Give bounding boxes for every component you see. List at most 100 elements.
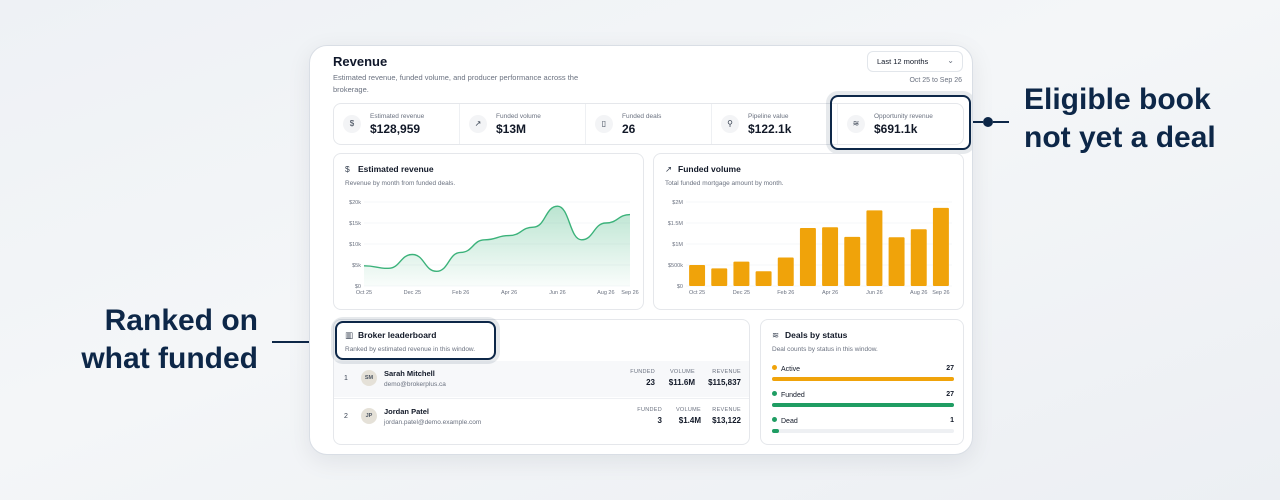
kpi-label: Estimated revenue bbox=[370, 113, 425, 120]
card-subtitle: Ranked by estimated revenue in this wind… bbox=[345, 346, 476, 353]
column-header: REVENUE bbox=[712, 369, 741, 375]
status-label: Dead bbox=[772, 417, 798, 425]
estimated-revenue-card: $ Estimated revenue Revenue by month from… bbox=[333, 153, 644, 310]
status-bar-fill bbox=[772, 429, 779, 433]
callout-line: what funded bbox=[81, 342, 258, 375]
status-count: 1 bbox=[950, 417, 954, 424]
kpi-label: Funded deals bbox=[622, 113, 662, 120]
x-tick-label: Sep 26 bbox=[932, 290, 949, 296]
card-subtitle: Total funded mortgage amount by month. bbox=[665, 180, 784, 187]
status-bar-fill bbox=[772, 377, 954, 381]
status-bar-track bbox=[772, 377, 954, 381]
revenue-area bbox=[364, 206, 630, 286]
volume-bar bbox=[822, 227, 839, 286]
x-tick-label: Aug 26 bbox=[910, 290, 927, 296]
x-tick-label: Jun 26 bbox=[866, 290, 883, 296]
status-bar-fill bbox=[772, 403, 954, 407]
dollar-icon: $ bbox=[343, 115, 361, 133]
x-tick-label: Jun 26 bbox=[549, 290, 566, 296]
callout-connector bbox=[973, 121, 983, 123]
status-bar-track bbox=[772, 429, 954, 433]
broker-leaderboard-card: ▥ Broker leaderboard Ranked by estimated … bbox=[333, 319, 750, 445]
kpi-value: 26 bbox=[622, 122, 636, 136]
status-dot bbox=[772, 365, 777, 370]
volume-value: $1.4M bbox=[678, 416, 701, 425]
volume-bar bbox=[888, 237, 905, 286]
volume-bar bbox=[799, 228, 816, 286]
y-tick-label: $0 bbox=[355, 284, 361, 290]
callout-opportunity: Eligible book not yet a deal bbox=[1024, 81, 1216, 157]
volume-bar bbox=[689, 265, 706, 286]
card-subtitle: Revenue by month from funded deals. bbox=[345, 180, 456, 187]
status-count: 27 bbox=[946, 365, 954, 372]
x-tick-label: Oct 25 bbox=[689, 290, 705, 296]
revenue-value: $115,837 bbox=[708, 378, 741, 387]
status-label: Active bbox=[772, 365, 800, 373]
column-header: FUNDED bbox=[630, 369, 655, 375]
x-tick-label: Apr 26 bbox=[501, 290, 517, 296]
rank: 2 bbox=[344, 413, 348, 420]
kpi-pipeline-value: ⚲ Pipeline value $122.1k bbox=[712, 104, 838, 144]
broker-email: jordan.patel@demo.example.com bbox=[384, 419, 482, 426]
funded-stat: FUNDED 23 bbox=[619, 369, 655, 387]
y-tick-label: $20k bbox=[349, 200, 361, 206]
chevron-down-icon: ⌄ bbox=[947, 56, 954, 65]
y-tick-label: $1.5M bbox=[668, 221, 684, 227]
card-title-text: Deals by status bbox=[785, 330, 848, 340]
card-title-text: Estimated revenue bbox=[358, 164, 434, 174]
broker-email: demo@brokerplus.ca bbox=[384, 381, 446, 388]
card-title-text: Broker leaderboard bbox=[358, 330, 437, 340]
kpi-row: $ Estimated revenue $128,959 ↗ Funded vo… bbox=[333, 103, 964, 145]
volume-bar bbox=[777, 257, 794, 286]
date-range-select[interactable]: Last 12 months ⌄ bbox=[867, 51, 963, 72]
x-tick-label: Aug 26 bbox=[597, 290, 614, 296]
date-range-value: Last 12 months bbox=[877, 57, 929, 66]
status-label-text: Dead bbox=[781, 418, 798, 425]
status-label: Funded bbox=[772, 391, 805, 399]
kpi-label: Funded volume bbox=[496, 113, 541, 120]
kpi-value: $122.1k bbox=[748, 122, 792, 136]
broker-name: Sarah Mitchell bbox=[384, 369, 435, 378]
callout-leaderboard: Ranked on what funded bbox=[60, 302, 258, 378]
volume-stat: VOLUME $1.4M bbox=[667, 407, 701, 425]
trend-up-icon: ↗ bbox=[665, 164, 673, 174]
revenue-value: $13,122 bbox=[712, 416, 741, 425]
table-row[interactable]: 1 SM Sarah Mitchell demo@brokerplus.ca F… bbox=[334, 361, 749, 397]
volume-bar bbox=[711, 268, 728, 286]
volume-bar bbox=[910, 229, 927, 286]
layers-icon: ≋ bbox=[847, 115, 865, 133]
y-tick-label: $1M bbox=[672, 242, 683, 248]
kpi-value: $128,959 bbox=[370, 122, 421, 136]
highlight-opportunity-revenue bbox=[830, 95, 971, 150]
estimated-revenue-chart: $0 $5k $10k $15k $20k Oct 25 Dec 25 Feb 26 Apr 2… bbox=[349, 200, 639, 296]
x-tick-label: Dec 25 bbox=[404, 290, 421, 296]
funded-volume-chart: $0 $500k $1M $1.5M $2M Oct 25 Dec 25 Feb 26 Apr … bbox=[668, 200, 952, 296]
x-tick-label: Dec 25 bbox=[733, 290, 750, 296]
x-tick-label: Oct 25 bbox=[356, 290, 372, 296]
callout-line: Ranked on bbox=[104, 304, 258, 337]
x-tick-label: Feb 26 bbox=[452, 290, 469, 296]
callout-connector bbox=[272, 341, 314, 343]
table-row[interactable]: 2 JP Jordan Patel jordan.patel@demo.exam… bbox=[334, 398, 749, 434]
funded-volume-card: ↗ Funded volume Total funded mortgage amo… bbox=[653, 153, 964, 310]
deals-by-status-card: ≋ Deals by status Deal counts by status i… bbox=[760, 319, 964, 445]
callout-line: Eligible book bbox=[1024, 83, 1211, 116]
status-label-text: Active bbox=[781, 366, 801, 373]
trend-up-icon: ↗ bbox=[469, 115, 487, 133]
y-tick-label: $500k bbox=[668, 263, 683, 269]
card-title: ▥ Broker leaderboard bbox=[345, 330, 436, 341]
broker-name: Jordan Patel bbox=[384, 407, 430, 416]
kpi-estimated-revenue: $ Estimated revenue $128,959 bbox=[334, 104, 460, 144]
status-count: 27 bbox=[946, 391, 954, 398]
kpi-opportunity-revenue: ≋ Opportunity revenue $691.1k bbox=[838, 104, 963, 144]
status-label-text: Funded bbox=[781, 392, 805, 399]
y-tick-label: $0 bbox=[677, 284, 683, 290]
x-tick-label: Feb 26 bbox=[777, 290, 794, 296]
kpi-value: $691.1k bbox=[874, 122, 918, 136]
link-icon: ⚲ bbox=[721, 115, 739, 133]
column-header: REVENUE bbox=[712, 407, 741, 413]
document-icon: ▯ bbox=[595, 115, 613, 133]
volume-bar bbox=[755, 271, 772, 286]
volume-bar bbox=[866, 210, 883, 286]
revenue-dashboard: Revenue Estimated revenue, funded volume… bbox=[309, 45, 973, 455]
